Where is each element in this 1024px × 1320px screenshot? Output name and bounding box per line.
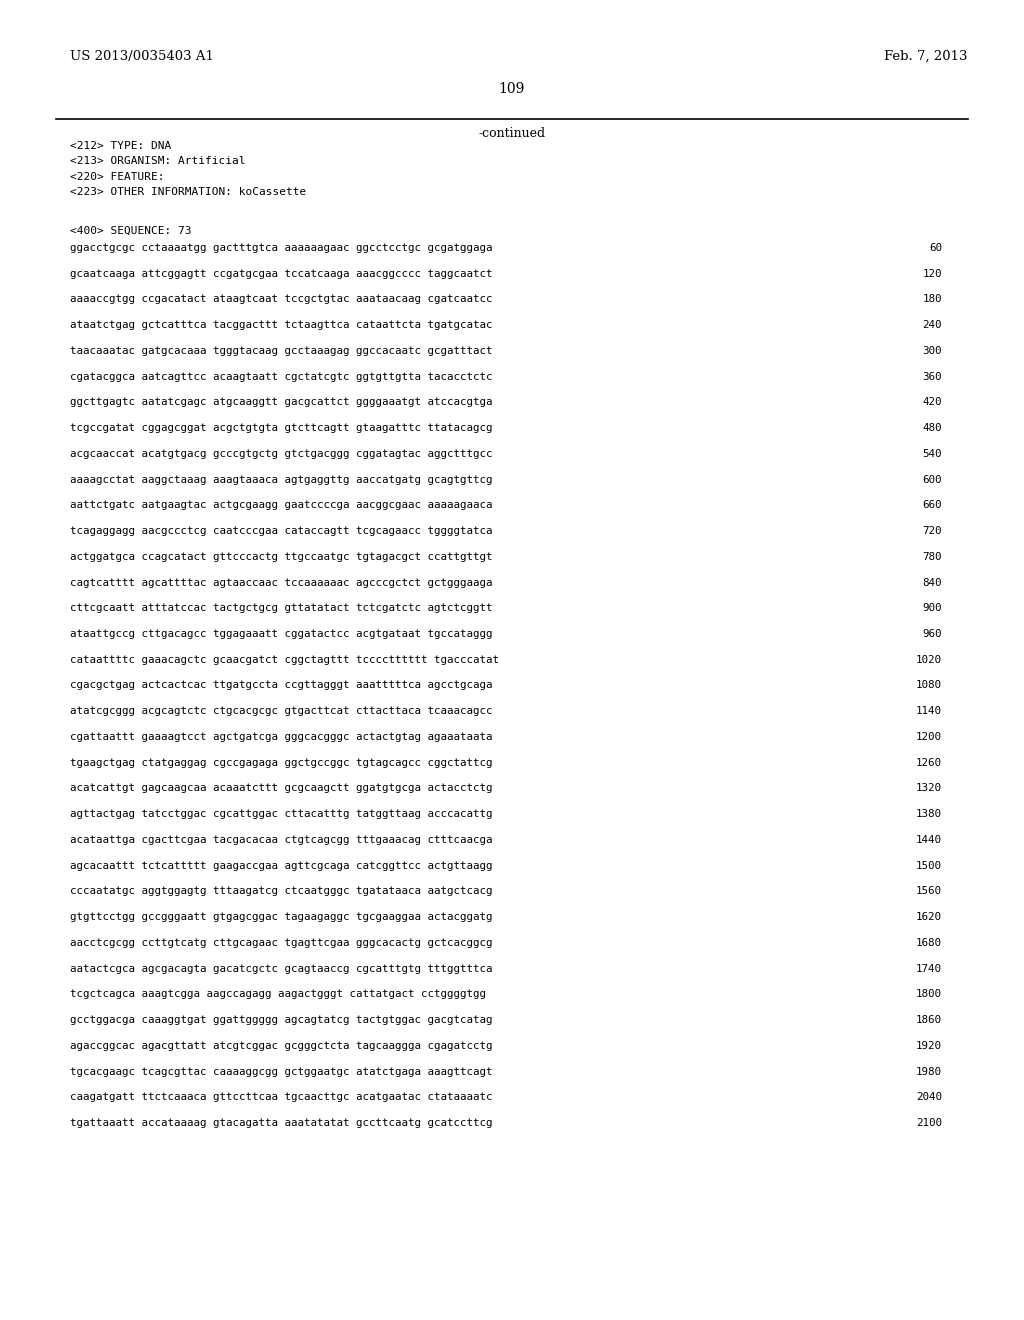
- Text: aaaaccgtgg ccgacatact ataagtcaat tccgctgtac aaataacaag cgatcaatcc: aaaaccgtgg ccgacatact ataagtcaat tccgctg…: [70, 294, 493, 305]
- Text: 1260: 1260: [916, 758, 942, 768]
- Text: agaccggcac agacgttatt atcgtcggac gcgggctcta tagcaaggga cgagatcctg: agaccggcac agacgttatt atcgtcggac gcgggct…: [70, 1041, 493, 1051]
- Text: 1860: 1860: [916, 1015, 942, 1026]
- Text: acataattga cgacttcgaa tacgacacaa ctgtcagcgg tttgaaacag ctttcaacga: acataattga cgacttcgaa tacgacacaa ctgtcag…: [70, 836, 493, 845]
- Text: cagtcatttt agcattttac agtaaccaac tccaaaaaac agcccgctct gctgggaaga: cagtcatttt agcattttac agtaaccaac tccaaaa…: [70, 578, 493, 587]
- Text: cccaatatgc aggtggagtg tttaagatcg ctcaatgggc tgatataaca aatgctcacg: cccaatatgc aggtggagtg tttaagatcg ctcaatg…: [70, 887, 493, 896]
- Text: aatactcgca agcgacagta gacatcgctc gcagtaaccg cgcatttgtg tttggtttca: aatactcgca agcgacagta gacatcgctc gcagtaa…: [70, 964, 493, 974]
- Text: 1440: 1440: [916, 836, 942, 845]
- Text: 420: 420: [923, 397, 942, 408]
- Text: tcagaggagg aacgccctcg caatcccgaa cataccagtt tcgcagaacc tggggtatca: tcagaggagg aacgccctcg caatcccgaa catacca…: [70, 527, 493, 536]
- Text: ataattgccg cttgacagcc tggagaaatt cggatactcc acgtgataat tgccataggg: ataattgccg cttgacagcc tggagaaatt cggatac…: [70, 630, 493, 639]
- Text: 1680: 1680: [916, 937, 942, 948]
- Text: ggcttgagtc aatatcgagc atgcaaggtt gacgcattct ggggaaatgt atccacgtga: ggcttgagtc aatatcgagc atgcaaggtt gacgcat…: [70, 397, 493, 408]
- Text: cgattaattt gaaaagtcct agctgatcga gggcacgggc actactgtag agaaataata: cgattaattt gaaaagtcct agctgatcga gggcacg…: [70, 731, 493, 742]
- Text: 300: 300: [923, 346, 942, 356]
- Text: acgcaaccat acatgtgacg gcccgtgctg gtctgacggg cggatagtac aggctttgcc: acgcaaccat acatgtgacg gcccgtgctg gtctgac…: [70, 449, 493, 459]
- Text: cgatacggca aatcagttcc acaagtaatt cgctatcgtc ggtgttgtta tacacctctc: cgatacggca aatcagttcc acaagtaatt cgctatc…: [70, 372, 493, 381]
- Text: acatcattgt gagcaagcaa acaaatcttt gcgcaagctt ggatgtgcga actacctctg: acatcattgt gagcaagcaa acaaatcttt gcgcaag…: [70, 784, 493, 793]
- Text: tcgccgatat cggagcggat acgctgtgta gtcttcagtt gtaagatttc ttatacagcg: tcgccgatat cggagcggat acgctgtgta gtcttca…: [70, 422, 493, 433]
- Text: 360: 360: [923, 372, 942, 381]
- Text: 600: 600: [923, 475, 942, 484]
- Text: 1380: 1380: [916, 809, 942, 820]
- Text: Feb. 7, 2013: Feb. 7, 2013: [884, 50, 968, 63]
- Text: aacctcgcgg ccttgtcatg cttgcagaac tgagttcgaa gggcacactg gctcacggcg: aacctcgcgg ccttgtcatg cttgcagaac tgagttc…: [70, 937, 493, 948]
- Text: 1620: 1620: [916, 912, 942, 923]
- Text: 840: 840: [923, 578, 942, 587]
- Text: 1500: 1500: [916, 861, 942, 871]
- Text: 780: 780: [923, 552, 942, 562]
- Text: tgattaaatt accataaaag gtacagatta aaatatatat gccttcaatg gcatccttcg: tgattaaatt accataaaag gtacagatta aaatata…: [70, 1118, 493, 1129]
- Text: 540: 540: [923, 449, 942, 459]
- Text: 1200: 1200: [916, 731, 942, 742]
- Text: 1740: 1740: [916, 964, 942, 974]
- Text: 180: 180: [923, 294, 942, 305]
- Text: 109: 109: [499, 82, 525, 96]
- Text: tcgctcagca aaagtcgga aagccagagg aagactgggt cattatgact cctggggtgg: tcgctcagca aaagtcgga aagccagagg aagactgg…: [70, 990, 485, 999]
- Text: <400> SEQUENCE: 73: <400> SEQUENCE: 73: [70, 226, 191, 236]
- Text: 1080: 1080: [916, 681, 942, 690]
- Text: ggacctgcgc cctaaaatgg gactttgtca aaaaaagaac ggcctcctgc gcgatggaga: ggacctgcgc cctaaaatgg gactttgtca aaaaaag…: [70, 243, 493, 253]
- Text: gtgttcctgg gccgggaatt gtgagcggac tagaagaggc tgcgaaggaa actacggatg: gtgttcctgg gccgggaatt gtgagcggac tagaaga…: [70, 912, 493, 923]
- Text: 1020: 1020: [916, 655, 942, 665]
- Text: gcctggacga caaaggtgat ggattggggg agcagtatcg tactgtggac gacgtcatag: gcctggacga caaaggtgat ggattggggg agcagta…: [70, 1015, 493, 1026]
- Text: 1320: 1320: [916, 784, 942, 793]
- Text: <223> OTHER INFORMATION: koCassette: <223> OTHER INFORMATION: koCassette: [70, 186, 306, 197]
- Text: aattctgatc aatgaagtac actgcgaagg gaatccccga aacggcgaac aaaaagaaca: aattctgatc aatgaagtac actgcgaagg gaatccc…: [70, 500, 493, 511]
- Text: 900: 900: [923, 603, 942, 614]
- Text: 960: 960: [923, 630, 942, 639]
- Text: US 2013/0035403 A1: US 2013/0035403 A1: [70, 50, 214, 63]
- Text: tgaagctgag ctatgaggag cgccgagaga ggctgccggc tgtagcagcc cggctattcg: tgaagctgag ctatgaggag cgccgagaga ggctgcc…: [70, 758, 493, 768]
- Text: agcacaattt tctcattttt gaagaccgaa agttcgcaga catcggttcc actgttaagg: agcacaattt tctcattttt gaagaccgaa agttcgc…: [70, 861, 493, 871]
- Text: 1140: 1140: [916, 706, 942, 717]
- Text: 120: 120: [923, 269, 942, 279]
- Text: atatcgcggg acgcagtctc ctgcacgcgc gtgacttcat cttacttaca tcaaacagcc: atatcgcggg acgcagtctc ctgcacgcgc gtgactt…: [70, 706, 493, 717]
- Text: <220> FEATURE:: <220> FEATURE:: [70, 172, 164, 182]
- Text: 480: 480: [923, 422, 942, 433]
- Text: 240: 240: [923, 321, 942, 330]
- Text: 1980: 1980: [916, 1067, 942, 1077]
- Text: 720: 720: [923, 527, 942, 536]
- Text: actggatgca ccagcatact gttcccactg ttgccaatgc tgtagacgct ccattgttgt: actggatgca ccagcatact gttcccactg ttgccaa…: [70, 552, 493, 562]
- Text: cttcgcaatt atttatccac tactgctgcg gttatatact tctcgatctc agtctcggtt: cttcgcaatt atttatccac tactgctgcg gttatat…: [70, 603, 493, 614]
- Text: <212> TYPE: DNA: <212> TYPE: DNA: [70, 141, 171, 152]
- Text: aaaagcctat aaggctaaag aaagtaaaca agtgaggttg aaccatgatg gcagtgttcg: aaaagcctat aaggctaaag aaagtaaaca agtgagg…: [70, 475, 493, 484]
- Text: gcaatcaaga attcggagtt ccgatgcgaa tccatcaaga aaacggcccc taggcaatct: gcaatcaaga attcggagtt ccgatgcgaa tccatca…: [70, 269, 493, 279]
- Text: 1560: 1560: [916, 887, 942, 896]
- Text: 2040: 2040: [916, 1093, 942, 1102]
- Text: agttactgag tatcctggac cgcattggac cttacatttg tatggttaag acccacattg: agttactgag tatcctggac cgcattggac cttacat…: [70, 809, 493, 820]
- Text: tgcacgaagc tcagcgttac caaaaggcgg gctggaatgc atatctgaga aaagttcagt: tgcacgaagc tcagcgttac caaaaggcgg gctggaa…: [70, 1067, 493, 1077]
- Text: 60: 60: [929, 243, 942, 253]
- Text: 2100: 2100: [916, 1118, 942, 1129]
- Text: cgacgctgag actcactcac ttgatgccta ccgttagggt aaatttttca agcctgcaga: cgacgctgag actcactcac ttgatgccta ccgttag…: [70, 681, 493, 690]
- Text: 1800: 1800: [916, 990, 942, 999]
- Text: caagatgatt ttctcaaaca gttccttcaa tgcaacttgc acatgaatac ctataaaatc: caagatgatt ttctcaaaca gttccttcaa tgcaact…: [70, 1093, 493, 1102]
- Text: taacaaatac gatgcacaaa tgggtacaag gcctaaagag ggccacaatc gcgatttact: taacaaatac gatgcacaaa tgggtacaag gcctaaa…: [70, 346, 493, 356]
- Text: -continued: -continued: [478, 127, 546, 140]
- Text: <213> ORGANISM: Artificial: <213> ORGANISM: Artificial: [70, 156, 245, 166]
- Text: 660: 660: [923, 500, 942, 511]
- Text: 1920: 1920: [916, 1041, 942, 1051]
- Text: ataatctgag gctcatttca tacggacttt tctaagttca cataattcta tgatgcatac: ataatctgag gctcatttca tacggacttt tctaagt…: [70, 321, 493, 330]
- Text: cataattttc gaaacagctc gcaacgatct cggctagttt tcccctttttt tgacccatat: cataattttc gaaacagctc gcaacgatct cggctag…: [70, 655, 499, 665]
